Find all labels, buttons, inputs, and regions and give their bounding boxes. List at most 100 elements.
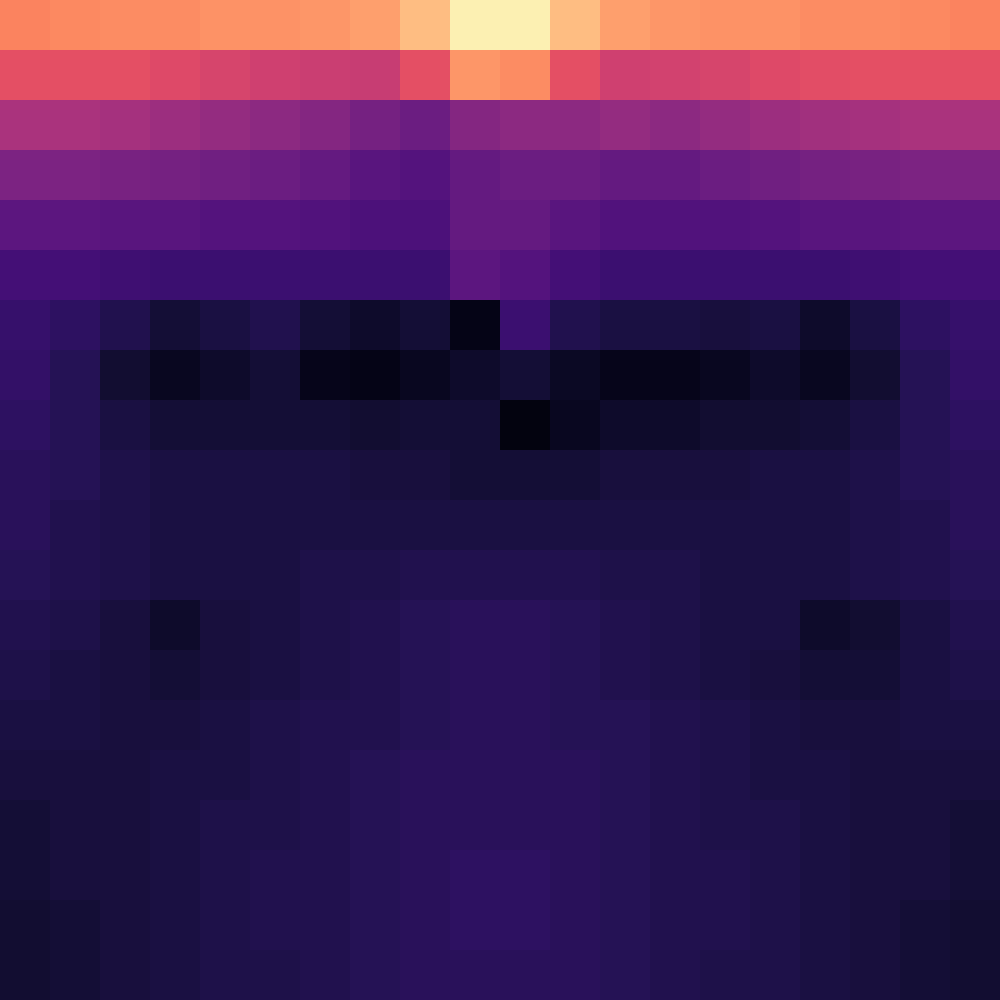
heat-cell xyxy=(50,100,101,151)
heat-cell xyxy=(150,50,201,101)
heat-cell xyxy=(500,150,551,201)
heat-cell xyxy=(500,200,551,251)
heat-cell xyxy=(400,100,451,151)
heat-cell xyxy=(250,50,301,101)
heat-cell xyxy=(400,200,451,251)
heat-cell xyxy=(750,550,801,601)
heat-cell xyxy=(900,0,951,51)
heat-cell xyxy=(850,800,901,851)
heat-cell xyxy=(300,300,351,351)
heat-cell xyxy=(100,300,151,351)
heat-cell xyxy=(950,150,1000,201)
heat-cell xyxy=(900,450,951,501)
heat-cell xyxy=(850,50,901,101)
heat-cell xyxy=(950,450,1000,501)
heat-cell xyxy=(450,900,501,951)
heat-cell xyxy=(350,700,401,751)
heat-cell xyxy=(50,600,101,651)
heat-cell xyxy=(650,0,701,51)
heat-cell xyxy=(700,150,751,201)
heat-cell xyxy=(150,100,201,151)
heat-cell xyxy=(500,700,551,751)
heat-cell xyxy=(600,500,651,551)
heat-cell xyxy=(50,750,101,801)
heat-cell xyxy=(600,950,651,1000)
heat-cell xyxy=(800,100,851,151)
heat-cell xyxy=(650,950,701,1000)
heat-cell xyxy=(250,150,301,201)
heat-cell xyxy=(50,950,101,1000)
heat-cell xyxy=(850,900,901,951)
heat-cell xyxy=(950,100,1000,151)
heat-cell xyxy=(300,750,351,801)
heat-cell xyxy=(750,250,801,301)
heat-cell xyxy=(900,550,951,601)
heat-cell xyxy=(300,950,351,1000)
heat-cell xyxy=(650,350,701,401)
heat-cell xyxy=(750,100,801,151)
heat-cell xyxy=(600,450,651,501)
heat-cell xyxy=(100,450,151,501)
heat-cell xyxy=(600,200,651,251)
heat-cell xyxy=(900,850,951,901)
heat-cell xyxy=(500,450,551,501)
heat-cell xyxy=(150,0,201,51)
heat-cell xyxy=(900,100,951,151)
heat-cell xyxy=(400,650,451,701)
heat-cell xyxy=(250,350,301,401)
heat-cell xyxy=(850,700,901,751)
heat-cell xyxy=(650,900,701,951)
heat-cell xyxy=(400,950,451,1000)
heat-cell xyxy=(650,50,701,101)
heat-cell xyxy=(750,900,801,951)
heat-cell xyxy=(600,900,651,951)
heat-cell xyxy=(300,150,351,201)
heat-cell xyxy=(950,700,1000,751)
heat-cell xyxy=(350,900,401,951)
heat-cell xyxy=(950,650,1000,701)
heat-cell xyxy=(0,450,51,501)
heat-cell xyxy=(100,100,151,151)
heat-cell xyxy=(600,800,651,851)
heat-cell xyxy=(300,850,351,901)
heat-cell xyxy=(850,950,901,1000)
heat-cell xyxy=(850,0,901,51)
heat-cell xyxy=(100,600,151,651)
heat-cell xyxy=(450,550,501,601)
heat-cell xyxy=(950,0,1000,51)
heat-cell xyxy=(750,500,801,551)
heat-cell xyxy=(750,850,801,901)
heat-cell xyxy=(350,550,401,601)
heat-cell xyxy=(800,50,851,101)
heat-cell xyxy=(700,800,751,851)
heat-cell xyxy=(450,300,501,351)
heat-cell xyxy=(250,850,301,901)
heat-cell xyxy=(550,200,601,251)
heat-cell xyxy=(250,0,301,51)
heat-cell xyxy=(550,0,601,51)
heat-cell xyxy=(450,0,501,51)
heat-cell xyxy=(250,100,301,151)
heat-cell xyxy=(150,600,201,651)
heat-cell xyxy=(650,850,701,901)
heat-cell xyxy=(850,850,901,901)
heat-cell xyxy=(200,100,251,151)
heat-cell xyxy=(700,0,751,51)
heat-cell xyxy=(200,700,251,751)
heat-cell xyxy=(250,750,301,801)
heat-cell xyxy=(900,150,951,201)
heat-cell xyxy=(550,50,601,101)
heat-cell xyxy=(150,800,201,851)
heat-cell xyxy=(850,250,901,301)
heat-cell xyxy=(300,0,351,51)
cells xyxy=(0,0,1000,1000)
heat-cell xyxy=(750,700,801,751)
heat-cell xyxy=(800,450,851,501)
heat-cell xyxy=(300,550,351,601)
heat-cell xyxy=(0,550,51,601)
heat-cell xyxy=(750,0,801,51)
heat-cell xyxy=(350,100,401,151)
heat-cell xyxy=(600,50,651,101)
heat-cell xyxy=(800,250,851,301)
heat-cell xyxy=(0,750,51,801)
